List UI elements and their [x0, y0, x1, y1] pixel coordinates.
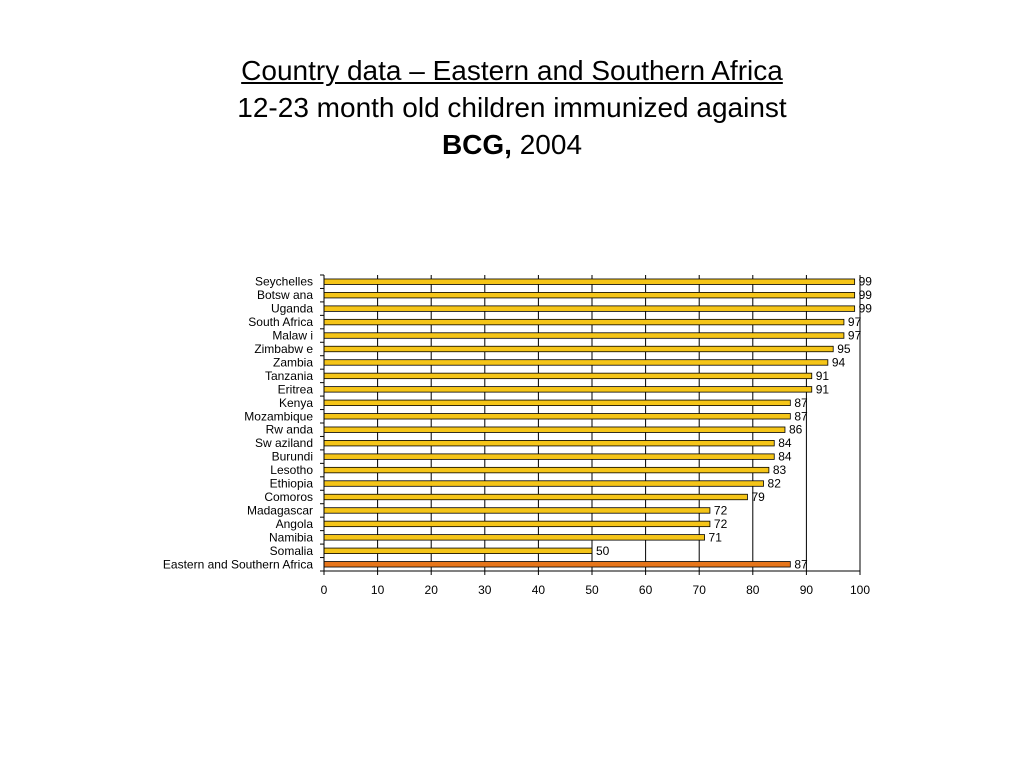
data-label-6: 94 — [832, 355, 846, 369]
bar-1 — [323, 292, 856, 299]
data-label-7: 91 — [816, 369, 830, 383]
title-year: 2004 — [511, 129, 583, 160]
bar-20 — [323, 547, 593, 554]
x-tick-label-0: 0 — [321, 583, 328, 597]
bar-15 — [323, 480, 764, 487]
bar-10 — [323, 413, 791, 420]
data-label-4: 97 — [848, 329, 862, 343]
data-label-19: 71 — [709, 530, 723, 544]
category-label-16: Comoros — [264, 490, 313, 504]
data-label-5: 95 — [837, 342, 851, 356]
bar-2 — [323, 305, 856, 312]
bar-12 — [323, 440, 775, 447]
data-label-20: 50 — [596, 544, 610, 558]
data-label-0: 99 — [859, 275, 873, 289]
category-label-21: Eastern and Southern Africa — [163, 557, 313, 571]
bar-7 — [323, 372, 813, 380]
category-label-13: Burundi — [272, 450, 313, 464]
x-tick-label-2: 20 — [425, 583, 439, 597]
x-tick-label-1: 10 — [371, 583, 385, 597]
bar-5 — [323, 345, 834, 353]
bar-0 — [323, 278, 856, 285]
x-tick-label-5: 50 — [585, 583, 599, 597]
category-label-9: Kenya — [279, 396, 313, 410]
category-label-1: Botsw ana — [257, 288, 313, 302]
category-label-7: Tanzania — [265, 369, 313, 383]
x-tick-label-3: 30 — [478, 583, 492, 597]
category-label-17: Madagascar — [247, 503, 313, 517]
bar-21 — [323, 561, 791, 568]
data-label-15: 82 — [768, 477, 782, 491]
category-label-14: Lesotho — [270, 463, 313, 477]
bar-11 — [323, 426, 786, 433]
category-label-15: Ethiopia — [270, 477, 314, 491]
x-tick-label-8: 80 — [746, 583, 760, 597]
category-label-10: Mozambique — [244, 409, 313, 423]
bar-18 — [323, 520, 711, 528]
data-label-1: 99 — [859, 288, 873, 302]
bar-3 — [323, 318, 845, 326]
category-label-3: South Africa — [248, 315, 313, 329]
bar-17 — [323, 507, 711, 514]
category-label-5: Zimbabw e — [254, 342, 313, 356]
category-label-4: Malaw i — [272, 329, 313, 343]
data-label-16: 79 — [751, 490, 765, 504]
title-vaccine: BCG, — [441, 129, 512, 160]
data-label-9: 87 — [794, 396, 808, 410]
bar-16 — [323, 493, 748, 501]
data-label-12: 84 — [778, 436, 792, 450]
x-tick-label-7: 70 — [693, 583, 707, 597]
data-label-8: 91 — [816, 382, 830, 396]
category-label-8: Eritrea — [278, 382, 314, 396]
bar-8 — [323, 386, 813, 393]
chart-title: Country data – Eastern and Southern Afri… — [0, 52, 1024, 163]
data-label-17: 72 — [714, 503, 728, 517]
title-line-1: Country data – Eastern and Southern Afri… — [241, 55, 783, 86]
data-label-18: 72 — [714, 517, 728, 531]
x-tick-label-9: 90 — [800, 583, 814, 597]
category-label-0: Seychelles — [255, 275, 313, 289]
data-label-11: 86 — [789, 423, 803, 437]
category-label-19: Namibia — [269, 530, 313, 544]
data-label-13: 84 — [778, 450, 792, 464]
category-label-6: Zambia — [273, 355, 313, 369]
category-label-2: Uganda — [271, 302, 313, 316]
bar-14 — [323, 466, 770, 474]
category-label-20: Somalia — [270, 544, 314, 558]
bar-19 — [323, 534, 705, 541]
category-label-11: Rw anda — [266, 423, 314, 437]
data-label-10: 87 — [794, 409, 808, 423]
bar-4 — [323, 332, 845, 339]
data-label-2: 99 — [859, 302, 873, 316]
bar-9 — [323, 399, 791, 406]
x-tick-label-4: 40 — [532, 583, 546, 597]
bar-13 — [323, 453, 775, 460]
data-label-14: 83 — [773, 463, 787, 477]
data-label-3: 97 — [848, 315, 862, 329]
x-tick-label-6: 60 — [639, 583, 653, 597]
bar-6 — [323, 359, 829, 366]
title-line-2: 12-23 month old children immunized again… — [237, 92, 787, 123]
category-label-12: Sw aziland — [255, 436, 313, 450]
data-label-21: 87 — [794, 557, 808, 571]
title-line-3: BCG, 2004 — [0, 126, 1024, 163]
x-tick-label-10: 100 — [850, 583, 870, 597]
category-label-18: Angola — [276, 517, 314, 531]
